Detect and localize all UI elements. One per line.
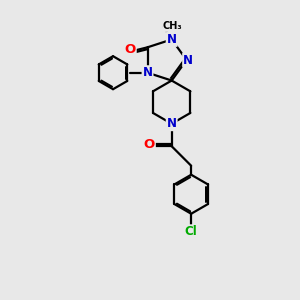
Text: N: N bbox=[183, 53, 193, 67]
Text: N: N bbox=[167, 117, 177, 130]
Text: O: O bbox=[143, 138, 155, 151]
Text: CH₃: CH₃ bbox=[163, 21, 182, 31]
Text: N: N bbox=[142, 66, 152, 79]
Text: Cl: Cl bbox=[185, 225, 197, 238]
Text: O: O bbox=[124, 43, 136, 56]
Text: N: N bbox=[167, 33, 177, 46]
